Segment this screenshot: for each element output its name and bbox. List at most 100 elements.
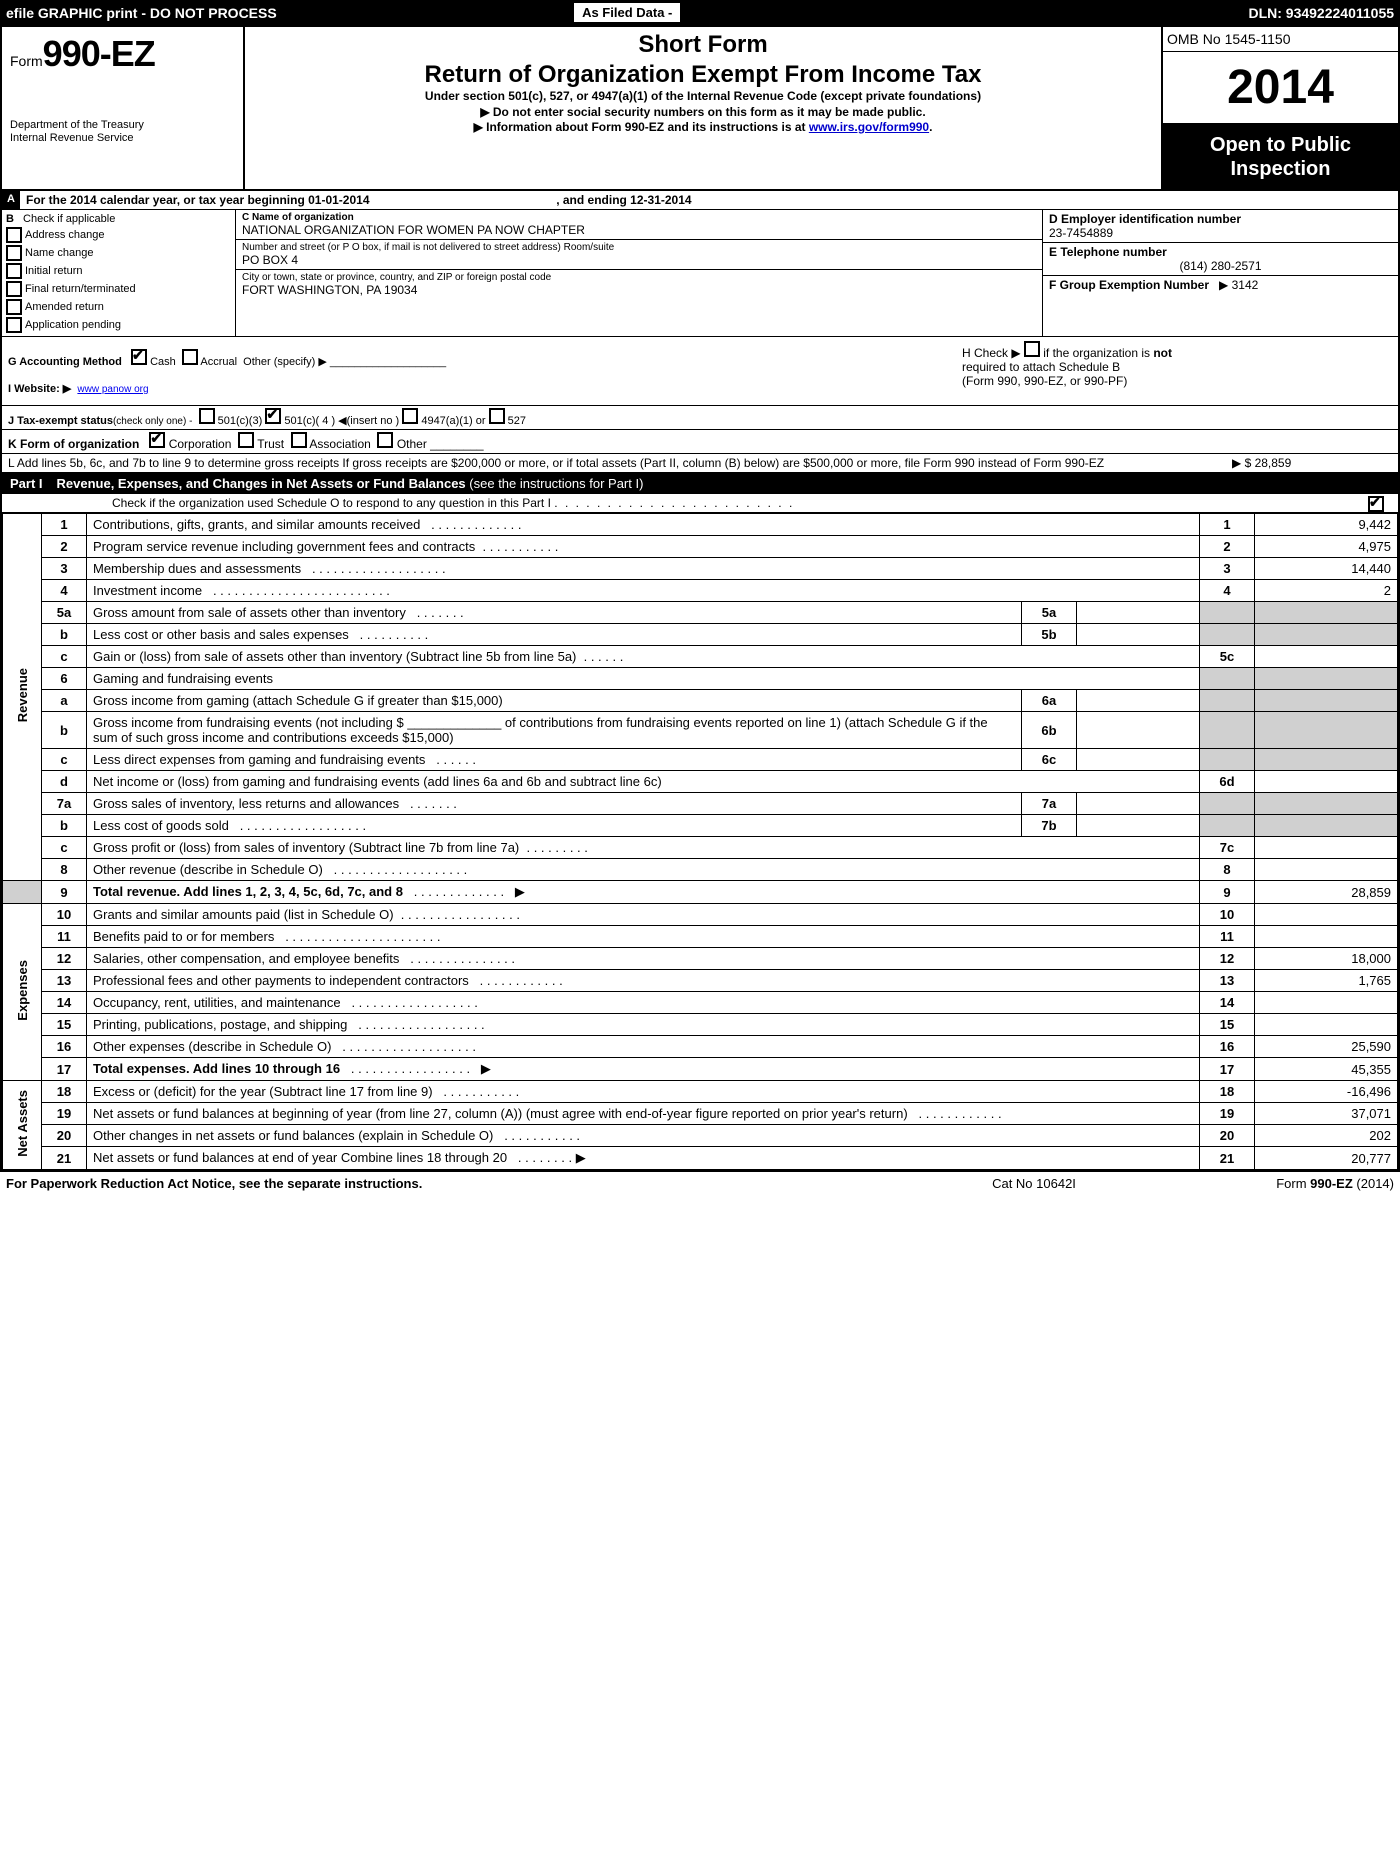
- line-21: Net assets or fund balances at end of ye…: [93, 1150, 507, 1165]
- line-16: Other expenses (describe in Schedule O): [93, 1039, 331, 1054]
- rnum-9: 9: [1200, 881, 1255, 904]
- chk-j2[interactable]: [265, 408, 281, 424]
- line-3: Membership dues and assessments: [93, 561, 301, 576]
- e-lbl: E Telephone number: [1049, 245, 1167, 259]
- form-under: Under section 501(c), 527, or 4947(a)(1)…: [257, 89, 1149, 105]
- h-1: H Check ▶: [962, 346, 1021, 360]
- info-pre: ▶ Information about Form 990-EZ and its …: [474, 120, 809, 134]
- side-netassets: Net Assets: [15, 1086, 30, 1161]
- line-18: Excess or (deficit) for the year (Subtra…: [93, 1084, 433, 1099]
- mini-5a: 5a: [1022, 602, 1077, 624]
- chk-j3[interactable]: [402, 408, 418, 424]
- line-5b: Less cost or other basis and sales expen…: [93, 627, 349, 642]
- line-20: Other changes in net assets or fund bala…: [93, 1128, 493, 1143]
- amt-4: 2: [1255, 580, 1398, 602]
- j-note: (check only one) -: [113, 416, 192, 427]
- chk-k4[interactable]: [377, 432, 393, 448]
- topbar-dln: DLN: 93492224011055: [1248, 5, 1394, 21]
- line-7c: Gross profit or (loss) from sales of inv…: [93, 840, 519, 855]
- amt-17: 45,355: [1255, 1058, 1398, 1081]
- h-3: required to attach Schedule B: [962, 360, 1120, 374]
- topbar-left: efile GRAPHIC print - DO NOT PROCESS: [6, 5, 570, 21]
- form-prefix: Form: [10, 53, 43, 69]
- chk-h[interactable]: [1024, 341, 1040, 357]
- l-text: L Add lines 5b, 6c, and 7b to line 9 to …: [8, 456, 1232, 470]
- chk-accrual[interactable]: [182, 349, 198, 365]
- chk-k3[interactable]: [291, 432, 307, 448]
- k-assoc: Association: [309, 437, 370, 451]
- b-label: Check if applicable: [23, 213, 115, 225]
- rnum-6d: 6d: [1200, 771, 1255, 793]
- j-b: 501(c)( 4 ) ◀(insert no ): [284, 415, 399, 427]
- mini-5b: 5b: [1022, 624, 1077, 646]
- line-12: Salaries, other compensation, and employ…: [93, 951, 399, 966]
- line-9: Total revenue. Add lines 1, 2, 3, 4, 5c,…: [93, 884, 403, 899]
- g-other: Other (specify) ▶: [243, 356, 327, 368]
- amt-3: 14,440: [1255, 558, 1398, 580]
- mini-6b: 6b: [1022, 712, 1077, 749]
- g-cash: Cash: [150, 356, 176, 368]
- info-link[interactable]: www.irs.gov/form990: [809, 120, 929, 134]
- rnum-17: 17: [1200, 1058, 1255, 1081]
- f-val: ▶ 3142: [1219, 278, 1258, 292]
- c-name: NATIONAL ORGANIZATION FOR WOMEN PA NOW C…: [242, 223, 1036, 237]
- chk-initial[interactable]: [6, 263, 22, 279]
- d-lbl: D Employer identification number: [1049, 212, 1241, 226]
- line-7b: Less cost of goods sold: [93, 818, 229, 833]
- chk-j1[interactable]: [199, 408, 215, 424]
- i-lbl: I Website: ▶: [8, 383, 71, 395]
- b-item: Initial return: [25, 265, 82, 277]
- part-i-check: Check if the organization used Schedule …: [112, 496, 551, 510]
- chk-final[interactable]: [6, 281, 22, 297]
- chk-j4[interactable]: [489, 408, 505, 424]
- amt-19: 37,071: [1255, 1103, 1398, 1125]
- h-4: (Form 990, 990-EZ, or 990-PF): [962, 374, 1127, 388]
- part-i-note: (see the instructions for Part I): [469, 476, 643, 491]
- chk-pending[interactable]: [6, 317, 22, 333]
- chk-k1[interactable]: [149, 432, 165, 448]
- line-19: Net assets or fund balances at beginning…: [93, 1106, 908, 1121]
- amt-12: 18,000: [1255, 948, 1398, 970]
- rnum-16: 16: [1200, 1036, 1255, 1058]
- amt-16: 25,590: [1255, 1036, 1398, 1058]
- form-title: Return of Organization Exempt From Incom…: [257, 61, 1149, 89]
- form-number: Form990-EZ: [10, 33, 235, 75]
- tax-year: 2014: [1163, 52, 1398, 125]
- b-item: Name change: [25, 247, 94, 259]
- form-warn: ▶ Do not enter social security numbers o…: [257, 105, 1149, 121]
- omb-no: OMB No 1545-1150: [1163, 27, 1398, 52]
- j-d: 527: [508, 415, 526, 427]
- form-no: 990-EZ: [43, 33, 155, 74]
- rnum-19: 19: [1200, 1103, 1255, 1125]
- chk-address[interactable]: [6, 227, 22, 243]
- rnum-20: 20: [1200, 1125, 1255, 1147]
- rnum-11: 11: [1200, 926, 1255, 948]
- chk-k2[interactable]: [238, 432, 254, 448]
- chk-parti[interactable]: [1368, 496, 1384, 512]
- b-item: Final return/terminated: [25, 283, 136, 295]
- k-lbl: K Form of organization: [8, 437, 139, 451]
- i-website[interactable]: www panow org: [77, 384, 148, 395]
- c-city: FORT WASHINGTON, PA 19034: [242, 283, 1036, 297]
- part-i-label: Part I: [10, 476, 43, 491]
- k-trust: Trust: [257, 437, 284, 451]
- line-6b: Gross income from fundraising events (no…: [93, 715, 988, 745]
- amt-1: 9,442: [1255, 514, 1398, 536]
- j-a: 501(c)(3): [218, 415, 263, 427]
- footer-left: For Paperwork Reduction Act Notice, see …: [6, 1176, 914, 1191]
- chk-name[interactable]: [6, 245, 22, 261]
- e-val: (814) 280-2571: [1049, 259, 1392, 273]
- a-text: For the 2014 calendar year, or tax year …: [26, 193, 370, 207]
- amt-20: 202: [1255, 1125, 1398, 1147]
- h-2: if the organization is: [1043, 346, 1153, 360]
- k-other: Other: [397, 437, 427, 451]
- line-5c: Gain or (loss) from sale of assets other…: [93, 649, 576, 664]
- b-item: Amended return: [25, 301, 104, 313]
- amt-21: 20,777: [1255, 1147, 1398, 1170]
- side-expenses: Expenses: [15, 956, 30, 1025]
- chk-amended[interactable]: [6, 299, 22, 315]
- line-6: Gaming and fundraising events: [87, 668, 1200, 690]
- a-ending: , and ending 12-31-2014: [556, 193, 691, 207]
- line-6d: Net income or (loss) from gaming and fun…: [93, 774, 662, 789]
- chk-cash[interactable]: [131, 349, 147, 365]
